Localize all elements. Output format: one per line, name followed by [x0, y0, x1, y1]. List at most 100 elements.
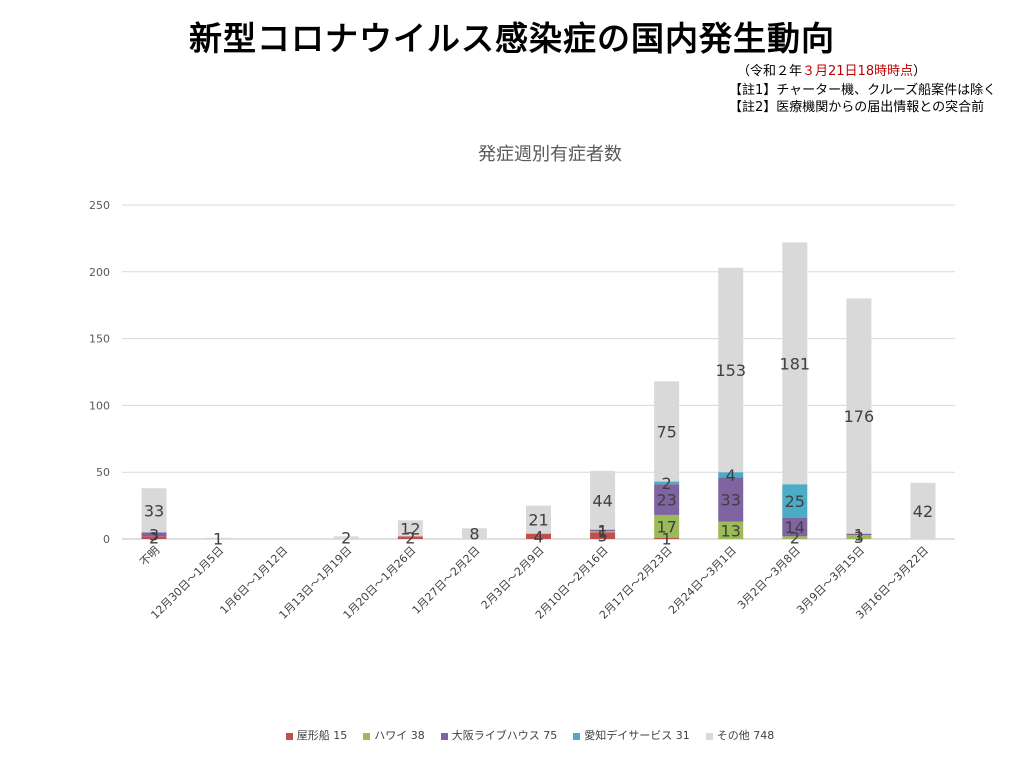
- x-tick-label: 3月9日～3月15日: [794, 544, 867, 617]
- data-label: 21: [528, 511, 548, 530]
- data-label: 3: [149, 525, 159, 544]
- report-time-date: ３月21日18時時点: [802, 64, 914, 79]
- data-label: 75: [656, 422, 676, 441]
- report-time-suffix: ）: [913, 64, 927, 79]
- y-tick-label: 150: [89, 333, 110, 346]
- data-label: 181: [780, 354, 811, 373]
- bar-segment: [526, 505, 551, 534]
- bar-segment: [654, 484, 680, 515]
- data-label: 1: [597, 521, 607, 540]
- legend-item: その他 748: [705, 727, 775, 743]
- data-label: 1: [854, 525, 864, 544]
- bar-segment: [590, 470, 616, 530]
- bar-segment: [718, 521, 744, 539]
- data-label: 1: [213, 529, 223, 548]
- data-label: 4: [726, 466, 736, 485]
- data-label: 3: [854, 528, 864, 547]
- x-tick-label: 2月24日～3月1日: [666, 544, 739, 617]
- legend-label: ハワイ 38: [374, 729, 425, 742]
- note-2: 【註2】医療機関からの届出情報との突合前: [729, 100, 985, 115]
- x-tick-label: 3月2日～3月8日: [735, 544, 803, 612]
- bar-segment: [654, 381, 680, 482]
- bar-segment: [910, 482, 936, 539]
- legend-item: 屋形船 15: [285, 727, 348, 743]
- legend-label: 大阪ライブハウス 75: [451, 729, 558, 742]
- legend-swatch: [440, 732, 448, 740]
- x-tick-label: 3月16日～3月22日: [853, 544, 931, 622]
- legend-swatch: [705, 732, 713, 740]
- page-title: 新型コロナウイルス感染症の国内発生動向: [189, 19, 835, 58]
- bar-segment: [590, 532, 616, 539]
- bar-segment: [590, 530, 616, 533]
- data-label: 2: [662, 474, 672, 493]
- data-label: 23: [656, 491, 676, 510]
- bar-segment: [141, 488, 167, 533]
- bar-segment: [590, 529, 616, 531]
- bar-segment: [333, 536, 359, 539]
- data-label: 33: [144, 501, 164, 520]
- bar-segment: [846, 534, 872, 539]
- bar-segment: [397, 520, 423, 537]
- data-label: 17: [656, 517, 676, 536]
- data-label: 2: [149, 529, 159, 548]
- bar-segment: [718, 477, 744, 522]
- bar-segment: [846, 533, 872, 535]
- report-time: （令和２年３月21日18時時点）: [737, 60, 926, 79]
- data-label: 5: [597, 527, 607, 546]
- y-tick-label: 250: [89, 199, 110, 212]
- x-tick-label: 1月6日～1月12日: [217, 544, 290, 617]
- data-label: 1: [662, 529, 672, 548]
- data-label: 2: [341, 529, 351, 548]
- legend-item: 大阪ライブハウス 75: [440, 727, 558, 743]
- data-label: 44: [592, 491, 612, 510]
- y-tick-label: 50: [96, 466, 110, 479]
- bar-segment: [782, 242, 808, 485]
- data-label: 33: [721, 491, 741, 510]
- data-label: 176: [844, 407, 875, 426]
- bar-segment: [654, 537, 680, 539]
- legend-label: 愛知デイサービス 31: [584, 729, 690, 742]
- x-tick-label: 12月30日～1月5日: [148, 544, 226, 622]
- x-tick-label: 2月17日～2月23日: [597, 544, 675, 622]
- bar-segment: [718, 472, 744, 478]
- data-label: 25: [785, 492, 805, 511]
- y-tick-label: 100: [89, 399, 110, 412]
- data-label: 8: [469, 525, 479, 544]
- bar-segment: [782, 517, 808, 537]
- bar-segment: [141, 536, 167, 539]
- data-label: 2: [790, 529, 800, 548]
- legend-item: ハワイ 38: [363, 727, 425, 743]
- legend-item: 愛知デイサービス 31: [573, 727, 690, 743]
- data-label: 1: [597, 523, 607, 542]
- bar-segment: [461, 528, 487, 539]
- legend-swatch: [285, 732, 293, 740]
- bar-segment: [526, 533, 551, 539]
- x-tick-label: 1月20日～1月26日: [341, 544, 419, 622]
- note-1: 【註1】チャーター機、クルーズ船案件は除く: [729, 83, 997, 98]
- y-tick-label: 0: [103, 533, 110, 546]
- bar-segment: [654, 481, 680, 485]
- data-label: 42: [913, 502, 933, 521]
- chart-title: 発症週別有症者数: [478, 144, 622, 165]
- data-label: 13: [721, 521, 741, 540]
- legend-label: その他 748: [716, 729, 775, 742]
- chart-legend: 屋形船 15 ハワイ 38 大阪ライブハウス 75 愛知デイサービス 31 その他 74…: [0, 727, 1024, 743]
- bar-segment: [718, 267, 744, 473]
- bar-segment: [782, 484, 808, 518]
- x-tick-label: 1月27日～2月2日: [410, 544, 483, 617]
- data-label: 12: [400, 519, 420, 538]
- legend-swatch: [573, 732, 581, 740]
- bar-segment: [846, 298, 872, 534]
- data-label: 153: [715, 361, 746, 380]
- legend-label: 屋形船 15: [296, 729, 348, 742]
- legend-swatch: [363, 732, 371, 740]
- bar-segment: [782, 536, 808, 539]
- bar-segment: [205, 537, 231, 539]
- data-label: 14: [785, 518, 805, 537]
- data-label: 4: [533, 527, 543, 546]
- bar-segment: [654, 514, 680, 538]
- x-tick-label: 2月3日～2月9日: [479, 544, 547, 612]
- bar-segment: [141, 532, 167, 537]
- bar-segment: [397, 536, 423, 539]
